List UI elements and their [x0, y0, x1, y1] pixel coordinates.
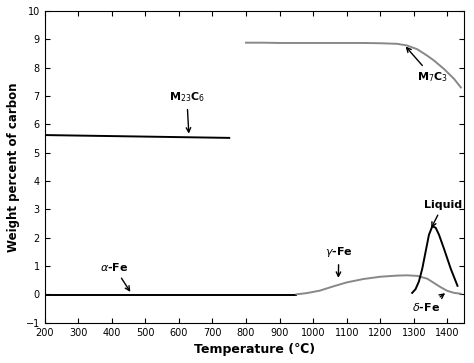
Text: $\delta$-Fe: $\delta$-Fe — [412, 294, 444, 313]
Text: $\gamma$-Fe: $\gamma$-Fe — [325, 245, 353, 276]
Text: M$_{23}$C$_6$: M$_{23}$C$_6$ — [169, 90, 205, 132]
Text: $\alpha$-Fe: $\alpha$-Fe — [100, 261, 129, 291]
Text: M$_7$C$_3$: M$_7$C$_3$ — [407, 48, 448, 84]
Y-axis label: Weight percent of carbon: Weight percent of carbon — [7, 82, 20, 252]
X-axis label: Temperature (℃): Temperature (℃) — [194, 343, 315, 356]
Text: Liquid: Liquid — [424, 200, 462, 227]
